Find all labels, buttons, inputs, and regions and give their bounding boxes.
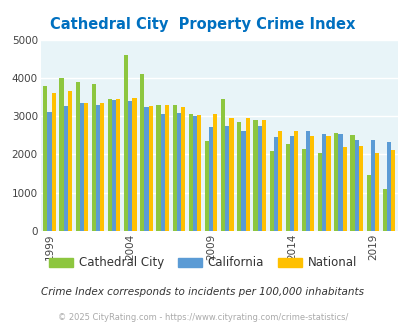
Bar	[301, 149, 305, 231]
Bar	[196, 115, 201, 231]
Bar	[354, 140, 358, 231]
Bar	[205, 141, 209, 231]
Bar	[370, 140, 374, 231]
Bar	[164, 105, 168, 231]
Bar	[64, 106, 68, 231]
Bar	[192, 116, 196, 231]
Bar	[382, 189, 386, 231]
Bar	[241, 131, 245, 231]
Bar	[386, 142, 390, 231]
Bar	[366, 176, 370, 231]
Bar	[172, 105, 176, 231]
Bar	[140, 74, 144, 231]
Text: Crime Index corresponds to incidents per 100,000 inhabitants: Crime Index corresponds to incidents per…	[41, 287, 364, 297]
Bar	[245, 118, 249, 231]
Bar	[237, 122, 241, 231]
Text: © 2025 CityRating.com - https://www.cityrating.com/crime-statistics/: © 2025 CityRating.com - https://www.city…	[58, 313, 347, 322]
Bar	[47, 112, 51, 231]
Bar	[326, 136, 330, 231]
Bar	[374, 152, 378, 231]
Bar	[176, 113, 181, 231]
Bar	[289, 136, 293, 231]
Bar	[337, 134, 342, 231]
Bar	[128, 101, 132, 231]
Bar	[209, 127, 213, 231]
Bar	[273, 137, 277, 231]
Bar	[75, 82, 79, 231]
Bar	[132, 98, 136, 231]
Bar	[305, 131, 309, 231]
Bar	[181, 107, 185, 231]
Bar	[59, 78, 64, 231]
Bar	[92, 83, 96, 231]
Bar	[96, 105, 100, 231]
Bar	[322, 134, 326, 231]
Bar	[220, 99, 225, 231]
Bar	[116, 99, 120, 231]
Bar	[84, 103, 88, 231]
Bar	[293, 131, 298, 231]
Bar	[309, 136, 314, 231]
Bar	[350, 135, 354, 231]
Bar	[257, 126, 261, 231]
Bar	[317, 152, 322, 231]
Bar	[160, 114, 164, 231]
Text: Cathedral City  Property Crime Index: Cathedral City Property Crime Index	[50, 17, 355, 32]
Bar	[261, 120, 265, 231]
Bar	[390, 150, 394, 231]
Bar	[285, 144, 289, 231]
Bar	[342, 147, 346, 231]
Bar	[253, 120, 257, 231]
Bar	[188, 114, 192, 231]
Bar	[213, 114, 217, 231]
Bar	[148, 106, 152, 231]
Bar	[156, 105, 160, 231]
Bar	[68, 91, 72, 231]
Bar	[43, 85, 47, 231]
Bar	[144, 107, 148, 231]
Bar	[333, 133, 337, 231]
Bar	[124, 55, 128, 231]
Bar	[358, 147, 362, 231]
Bar	[269, 150, 273, 231]
Legend: Cathedral City, California, National: Cathedral City, California, National	[44, 252, 361, 274]
Bar	[79, 103, 84, 231]
Bar	[229, 118, 233, 231]
Bar	[108, 99, 112, 231]
Bar	[225, 126, 229, 231]
Bar	[100, 103, 104, 231]
Bar	[51, 93, 55, 231]
Bar	[277, 131, 281, 231]
Bar	[112, 100, 116, 231]
